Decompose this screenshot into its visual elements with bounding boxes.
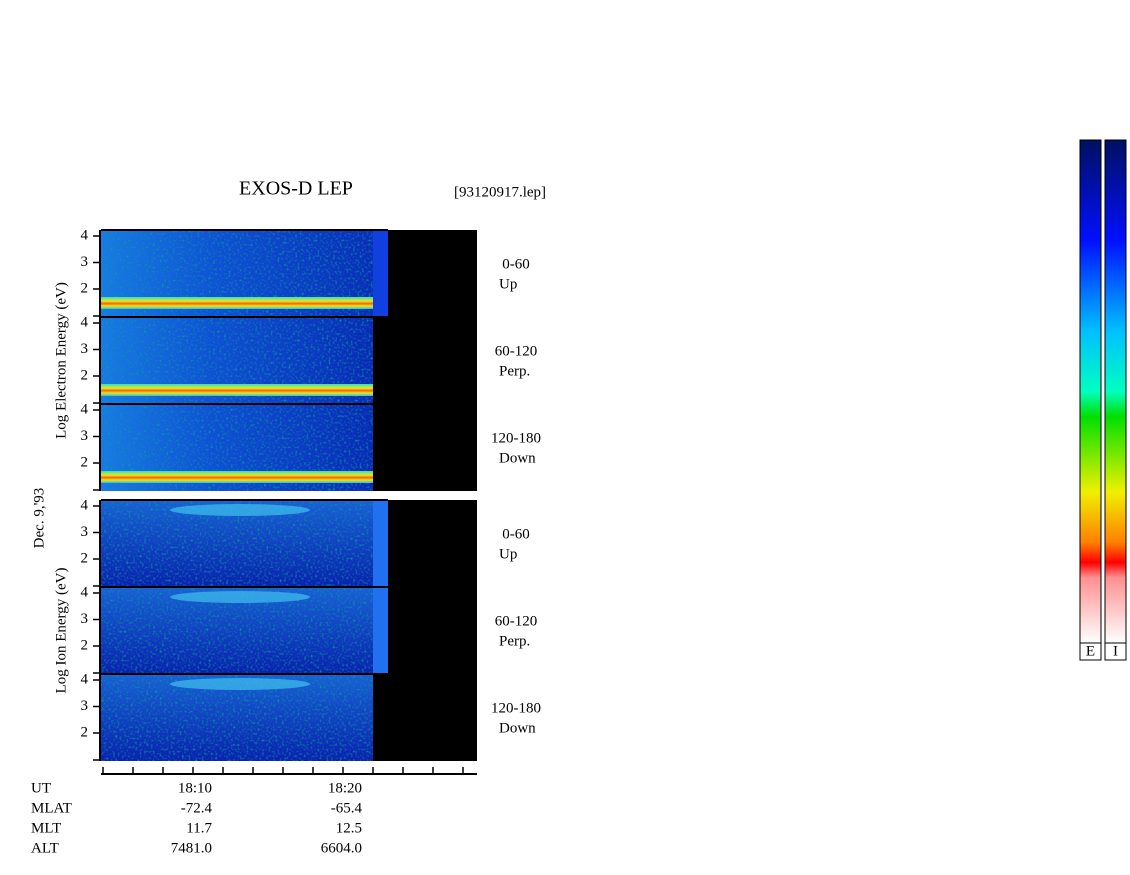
pitch-range: 60-120 xyxy=(495,613,538,629)
y-tick-label: 3 xyxy=(81,428,89,444)
row-label: MLAT xyxy=(31,800,72,816)
y-tick-label: 4 xyxy=(81,314,89,330)
y-tick-label: 3 xyxy=(81,611,89,627)
pitch-range: 0-60 xyxy=(502,526,530,542)
row-label: MLT xyxy=(31,820,61,836)
y-tick-label: 2 xyxy=(81,724,89,740)
row-value: 18:20 xyxy=(328,780,362,796)
color-bar-label: E xyxy=(1086,643,1095,659)
spectrogram-band xyxy=(101,384,373,396)
pitch-range: 60-120 xyxy=(495,343,538,359)
y-tick-label: 2 xyxy=(81,280,89,296)
color-bar xyxy=(1079,139,1102,644)
pitch-direction: Up xyxy=(499,546,517,562)
spectrogram-band xyxy=(170,591,310,603)
y-tick-label: 4 xyxy=(81,497,89,513)
pitch-direction: Up xyxy=(499,276,517,292)
pitch-direction: Perp. xyxy=(499,633,530,649)
spectrogram-band xyxy=(101,297,373,309)
pitch-direction: Down xyxy=(499,450,536,466)
y-tick-label: 3 xyxy=(81,698,89,714)
y-tick-label: 2 xyxy=(81,550,89,566)
pitch-range: 120-180 xyxy=(491,700,541,716)
y-axis-label: Log Ion Energy (eV) xyxy=(53,568,69,694)
y-tick-label: 4 xyxy=(81,227,89,243)
pitch-direction: Down xyxy=(499,720,536,736)
color-bar-label-box xyxy=(1104,642,1127,661)
spectrogram-edge xyxy=(373,500,388,587)
row-value: -72.4 xyxy=(181,800,213,816)
y-tick-label: 3 xyxy=(81,341,89,357)
row-value: 11.7 xyxy=(186,820,212,836)
y-tick-label: 3 xyxy=(81,254,89,270)
pitch-range: 120-180 xyxy=(491,430,541,446)
y-tick-label: 3 xyxy=(81,524,89,540)
y-axis-label: Log Electron Energy (eV) xyxy=(53,282,69,439)
y-tick-label: 4 xyxy=(81,584,89,600)
file-name: [93120917.lep] xyxy=(454,184,546,200)
row-value: 12.5 xyxy=(336,820,362,836)
row-label: ALT xyxy=(31,840,59,856)
date: Dec. 9,'93 xyxy=(31,488,47,549)
color-bar-label: I xyxy=(1113,643,1118,659)
row-value: 7481.0 xyxy=(171,840,212,856)
title: EXOS-D LEP xyxy=(239,178,353,200)
row-value: 6604.0 xyxy=(321,840,362,856)
spectrogram-edge xyxy=(373,230,388,317)
y-tick-label: 2 xyxy=(81,367,89,383)
color-bar-label-box xyxy=(1079,642,1102,661)
spectrogram-band xyxy=(170,504,310,516)
row-label: UT xyxy=(31,780,51,796)
y-tick-label: 2 xyxy=(81,454,89,470)
color-bar xyxy=(1104,139,1127,644)
pitch-direction: Perp. xyxy=(499,363,530,379)
spectrogram-edge xyxy=(373,587,388,674)
y-tick-label: 2 xyxy=(81,637,89,653)
spectrogram-band xyxy=(170,678,310,690)
row-value: -65.4 xyxy=(331,800,363,816)
pitch-range: 0-60 xyxy=(502,256,530,272)
row-value: 18:10 xyxy=(178,780,212,796)
y-tick-label: 4 xyxy=(81,671,89,687)
y-tick-label: 4 xyxy=(81,401,89,417)
spectrogram-band xyxy=(101,471,373,483)
